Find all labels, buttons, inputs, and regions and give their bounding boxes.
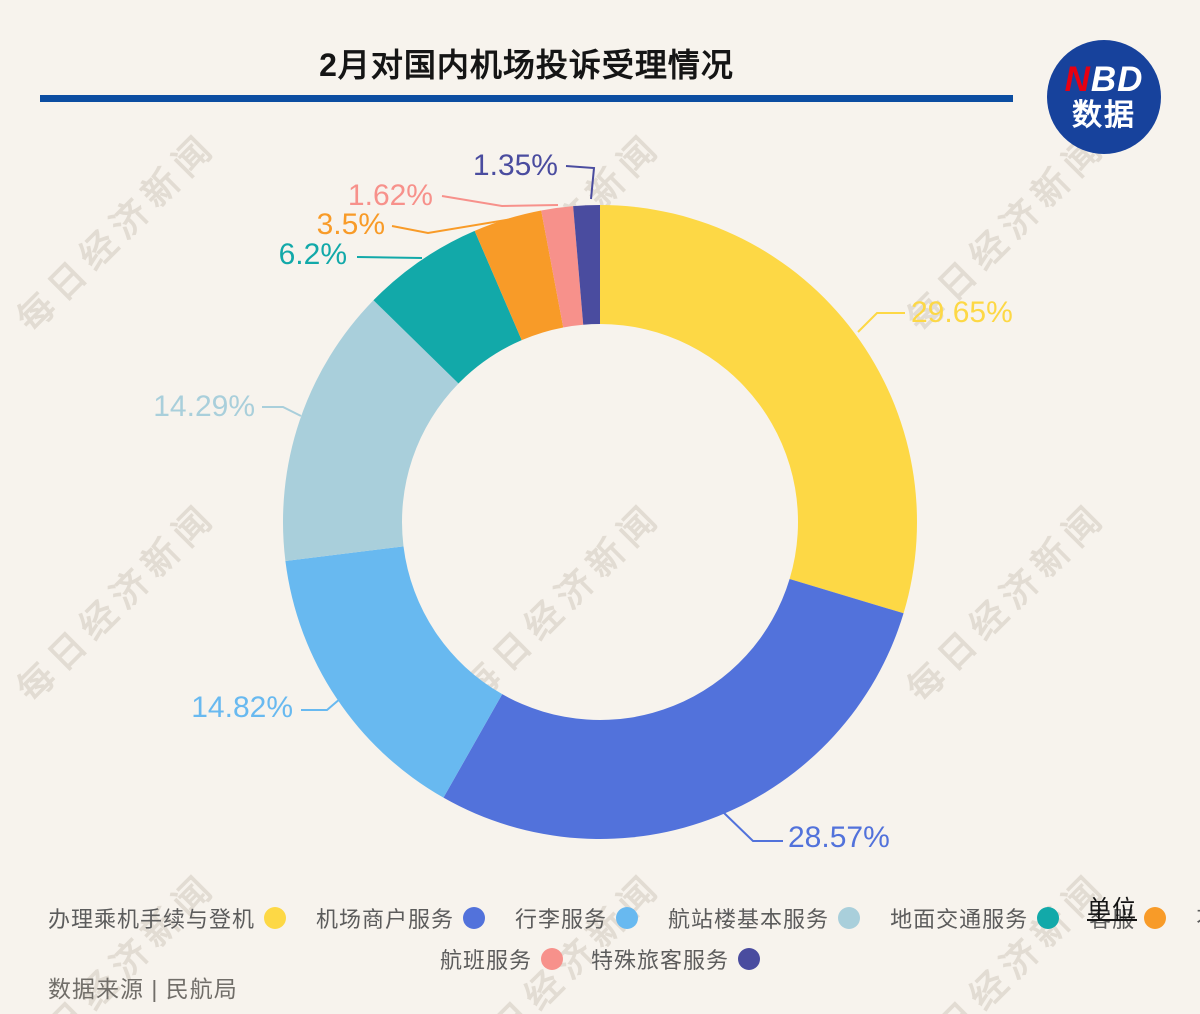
legend-item-label: 不正常	[1196, 902, 1200, 934]
pct-label-0: 29.65%	[911, 296, 1013, 329]
legend-item: 办理乘机手续与登机	[48, 902, 287, 934]
legend-item-label: 航站楼基本服务	[668, 907, 830, 932]
leader-line-7	[565, 165, 596, 200]
legend-marker-icon	[738, 948, 761, 970]
nbd-logo-subtext: 数据	[1072, 99, 1136, 132]
pie-slice-6	[541, 206, 584, 328]
pie-slice-5	[474, 210, 564, 341]
logo-letters-bd: BD	[1090, 60, 1144, 99]
unit-label: 单位	[1087, 896, 1137, 923]
pct-label-4: 6.2%	[278, 238, 347, 271]
pie-slice-4	[373, 230, 522, 384]
leader-line-5	[391, 218, 513, 235]
legend-item: 客服	[1089, 902, 1167, 934]
legend-item-label: 特殊旅客服务	[591, 948, 730, 973]
pct-label-6: 1.62%	[347, 179, 433, 212]
leader-line-3	[262, 406, 302, 417]
legend-row-2: 航班服务 特殊旅客服务	[0, 943, 1200, 975]
pct-label-3: 14.29%	[153, 390, 255, 423]
legend-marker-icon	[541, 948, 563, 970]
leader-line-0	[857, 312, 905, 333]
pct-label-5: 3.5%	[316, 208, 385, 241]
legend-row-1: 办理乘机手续与登机 机场商户服务 行李服务 航站楼基本服务 地面交通服务 客服 不正常	[48, 902, 1200, 934]
legend-marker-icon	[463, 907, 486, 929]
legend-item-label: 航班服务	[439, 948, 532, 973]
legend-marker-icon	[1144, 907, 1167, 929]
legend-item-label: 机场商户服务	[316, 907, 455, 932]
leader-line-1	[722, 811, 783, 842]
legend-item: 不正常	[1196, 902, 1200, 934]
logo-letter-n: N	[1064, 60, 1091, 99]
legend-item-label: 地面交通服务	[890, 907, 1029, 932]
legend-item: 航班服务	[440, 943, 563, 975]
pie-slice-0	[600, 205, 917, 614]
legend-item-label: 办理乘机手续与登机	[48, 907, 256, 932]
legend-item: 机场商户服务	[316, 902, 486, 934]
pie-slice-2	[285, 546, 503, 798]
page-title: 2月对国内机场投诉受理情况	[319, 47, 734, 83]
legend-marker-icon	[616, 907, 639, 929]
pct-label-7: 1.35%	[472, 149, 558, 182]
pie-slice-1	[443, 579, 904, 839]
legend-item: 地面交通服务	[890, 902, 1060, 934]
data-source: 数据来源 | 民航局	[48, 976, 238, 1002]
legend-item: 航站楼基本服务	[668, 902, 861, 934]
title-divider	[40, 95, 1013, 102]
legend-marker-icon	[1037, 907, 1060, 929]
nbd-logo: NBD 数据	[1047, 40, 1161, 154]
legend-item: 特殊旅客服务	[591, 943, 761, 975]
leader-line-6	[441, 195, 559, 208]
legend-marker-icon	[838, 907, 861, 929]
legend-item-label: 行李服务	[515, 907, 608, 932]
legend-item-label: 客服	[1089, 907, 1136, 932]
pct-label-1: 28.57%	[788, 821, 890, 854]
legend-marker-icon	[264, 907, 287, 929]
leader-line-4	[356, 256, 423, 259]
pct-label-2: 14.82%	[191, 691, 293, 724]
pie-slice-7	[573, 205, 600, 325]
legend-item: 行李服务	[515, 902, 639, 934]
leader-line-2	[301, 697, 342, 711]
nbd-logo-text: NBD	[1065, 61, 1144, 99]
pie-slice-3	[283, 300, 459, 561]
